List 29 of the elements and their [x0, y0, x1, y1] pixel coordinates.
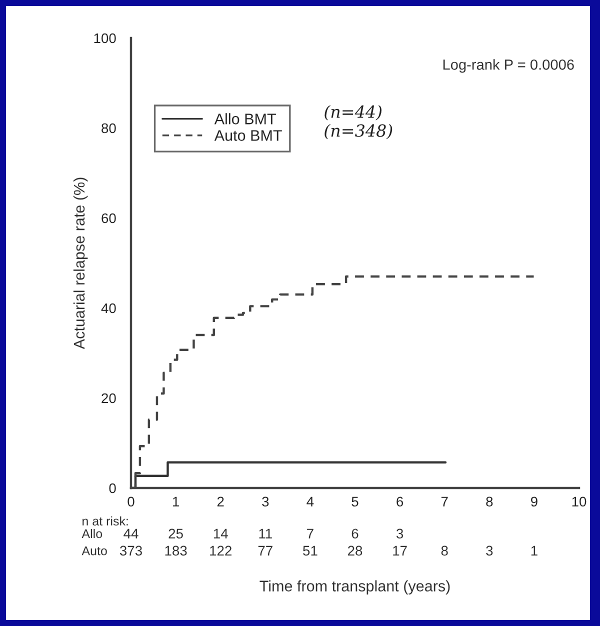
- text: Auto: [82, 546, 107, 556]
- text: n at risk:: [82, 516, 128, 526]
- y-tick-label: 100: [94, 33, 116, 44]
- annotation: Log-rank P = 0.0006: [443, 59, 574, 73]
- x-tick-label: 3: [262, 496, 269, 507]
- x-tick-label: 6: [396, 496, 404, 507]
- text: Allo: [82, 528, 102, 538]
- y-tick-label: 60: [102, 213, 116, 224]
- legend-label: Allo BMT: [214, 113, 276, 124]
- x-tick-label: 10: [572, 496, 586, 507]
- x-tick-label: 8: [486, 496, 493, 507]
- y-tick-label: 0: [109, 483, 116, 494]
- y-tick-label: 80: [102, 123, 116, 134]
- text: 373 183 122 77 51 28 17 8 3 1: [120, 546, 538, 556]
- annotation: (n=44): [324, 105, 382, 120]
- x-tick-label: 4: [306, 496, 314, 506]
- annotation: (n=348): [324, 124, 392, 140]
- y-axis-title: Actuarial relapse rate (%): [73, 178, 88, 350]
- text: 44 25 14 11 7 6 3: [124, 528, 404, 539]
- x-tick-label: 2: [217, 496, 224, 506]
- y-tick-label: 20: [102, 393, 116, 404]
- x-tick-label: 1: [172, 496, 179, 506]
- x-tick-label: 0: [128, 496, 134, 507]
- x-tick-label: 9: [530, 496, 538, 507]
- y-tick-label: 40: [101, 303, 116, 314]
- x-tick-label: 7: [441, 496, 448, 506]
- x-axis-title: Time from transplant (years): [260, 580, 450, 594]
- x-tick-label: 5: [352, 496, 358, 507]
- legend-label: Auto BMT: [214, 130, 282, 141]
